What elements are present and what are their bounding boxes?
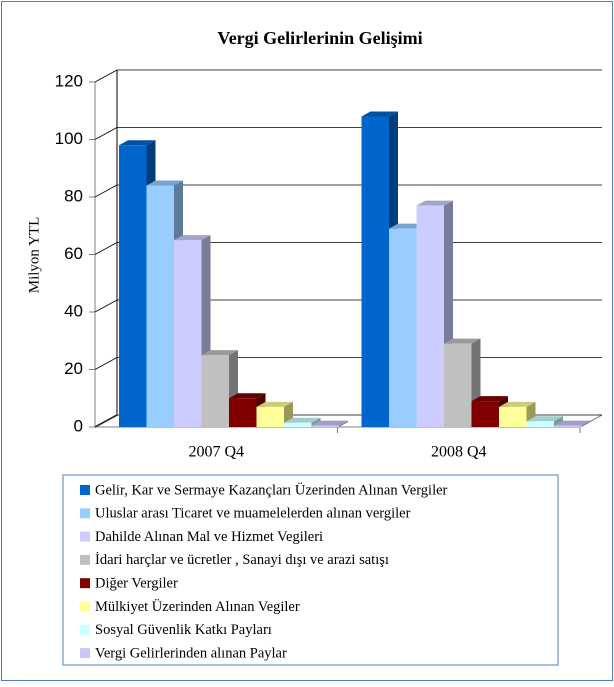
bar (499, 406, 527, 427)
bar (284, 422, 312, 427)
bar-top (201, 350, 238, 356)
y-tick-label: 100 (55, 129, 83, 148)
bar-top (389, 223, 426, 229)
legend-box (62, 474, 559, 666)
bar (146, 185, 174, 427)
bar-top (526, 416, 563, 422)
legend-label: Dahilde Alınan Mal ve Hizmet Vegileri (95, 529, 323, 545)
bar-top (554, 420, 591, 426)
bar (526, 421, 554, 427)
grid-line-diag (94, 127, 118, 140)
bar (119, 145, 147, 427)
legend-label: Mülkiyet Üzerinden Alınan Vegiler (95, 598, 300, 615)
bar-top (311, 420, 348, 426)
bar-top (284, 417, 321, 423)
bar (201, 355, 229, 427)
grid-line-diag (94, 69, 118, 83)
legend-swatch (80, 624, 90, 635)
legend-label: Sosyal Güvenlik Katkı Payları (95, 622, 272, 638)
bar (311, 425, 339, 427)
bar-side (339, 420, 348, 427)
bar-top (174, 235, 211, 241)
bar-top (416, 200, 453, 206)
legend-swatch (80, 601, 90, 612)
bar-top (256, 401, 293, 407)
bar (444, 343, 472, 427)
legend-label: Gelir, Kar ve Sermaye Kazançları Üzerind… (95, 481, 448, 498)
bar-top (499, 401, 536, 407)
legend-label: Vergi Gelirlerinden alınan Paylar (95, 645, 287, 661)
x-tick-label: 2007 Q4 (188, 444, 244, 461)
legend-swatch (80, 485, 90, 495)
bar (389, 228, 417, 427)
bar-top (119, 140, 156, 146)
legend-swatch (80, 554, 90, 565)
legend-swatch (80, 531, 90, 542)
grid-line-diag (94, 414, 118, 428)
bar (174, 240, 202, 427)
bar-top (229, 393, 266, 399)
grid-line-diag (94, 184, 118, 198)
legend-swatch (80, 648, 90, 659)
bar-top (471, 396, 508, 402)
y-tick-label: 60 (64, 244, 83, 263)
y-axis-label: Milyon YTL (26, 217, 42, 294)
legend-label: İdari harçlar ve ücretler , Sanayi dışı … (95, 552, 389, 568)
grid-line-diag (94, 299, 118, 313)
legend-label: Diğer Vergiler (95, 576, 178, 592)
chart-title: Vergi Gelirlerinin Gelişimi (217, 28, 422, 48)
bar-top (146, 180, 183, 186)
bar-side (581, 420, 591, 427)
bar-top (361, 111, 398, 117)
bar (471, 401, 499, 427)
legend-label: Uluslar arası Ticaret ve muamelelerden a… (95, 506, 411, 522)
y-tick-label: 40 (64, 301, 83, 320)
y-tick-label: 80 (64, 186, 83, 205)
x-tick-label: 2008 Q4 (431, 444, 487, 461)
bar (256, 406, 284, 427)
bar (229, 398, 257, 427)
legend-swatch (80, 508, 90, 519)
grid-line-diag (94, 357, 118, 370)
bar (416, 205, 444, 427)
grid-line-diag (94, 242, 118, 255)
y-tick-label: 0 (74, 416, 83, 435)
bar (554, 425, 582, 427)
bar-top (444, 338, 481, 344)
y-tick-label: 120 (55, 71, 83, 90)
bar (361, 116, 389, 427)
legend-swatch (80, 578, 90, 589)
y-tick-label: 20 (64, 359, 83, 378)
